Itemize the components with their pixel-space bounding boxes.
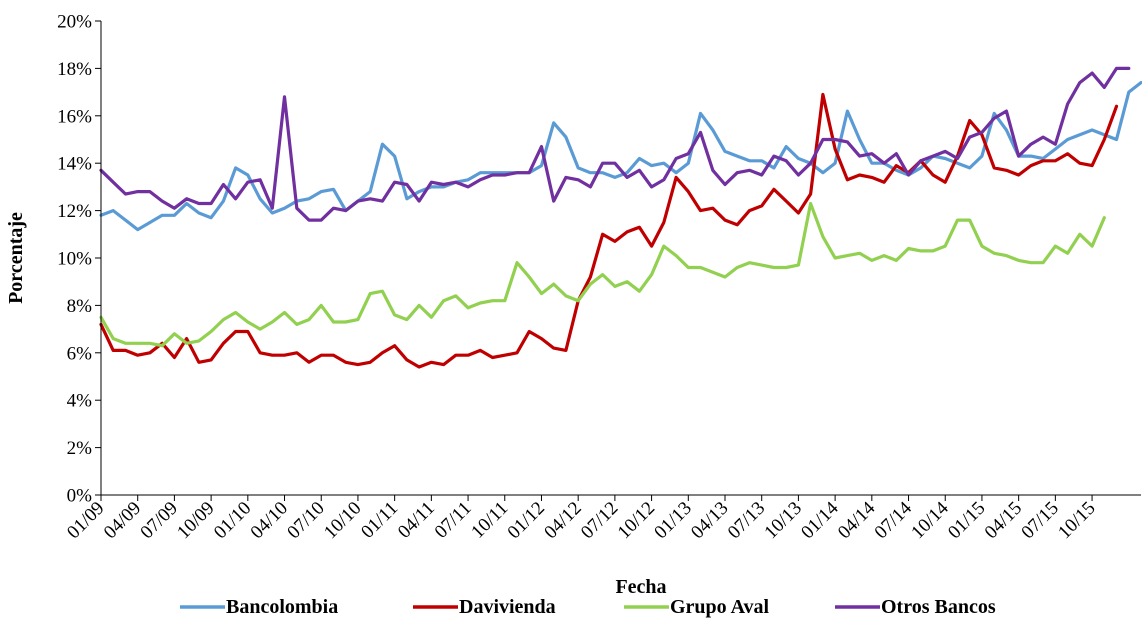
series-line-davivienda	[99, 92, 1119, 369]
x-tick-label: 10/13	[760, 498, 805, 543]
y-tick-label: 16%	[57, 106, 92, 127]
series-layer	[99, 66, 1142, 369]
x-tick-label: 07/13	[724, 498, 769, 543]
legend-label: Grupo Aval	[670, 596, 770, 618]
x-tick-label: 04/13	[687, 498, 732, 543]
x-tick-label: 01/12	[504, 498, 549, 543]
x-tick-label: 07/09	[136, 498, 181, 543]
x-tick-label: 10/12	[614, 498, 659, 543]
y-tick-label: 6%	[67, 343, 93, 364]
x-tick-label: 07/15	[1017, 498, 1062, 543]
x-tick-label: 01/11	[357, 498, 402, 543]
y-tick-label: 0%	[67, 486, 93, 507]
x-axis-title: Fecha	[615, 576, 666, 598]
x-tick-label: 01/14	[797, 497, 843, 543]
x-tick-label: 04/11	[394, 498, 439, 543]
series-line-otros-bancos	[99, 66, 1131, 222]
x-tick-label: 10/10	[320, 498, 365, 543]
series-line-bancolombia	[99, 80, 1142, 232]
legend: Bancolombia Davivienda Grupo Aval Otros Ban…	[180, 596, 996, 618]
x-tick-label: 10/09	[173, 498, 218, 543]
y-tick-label: 14%	[57, 154, 92, 175]
x-tick-label: 01/15	[944, 498, 989, 543]
y-tick-label: 4%	[67, 391, 93, 412]
y-tick-label: 12%	[57, 201, 92, 222]
x-tick-label: 07/12	[577, 498, 622, 543]
x-tick-label: 07/11	[431, 498, 476, 543]
y-tick-label: 10%	[57, 249, 92, 270]
x-tick-label: 07/14	[871, 497, 917, 543]
x-tick-label: 07/10	[283, 498, 328, 543]
x-tick-label: 04/10	[247, 498, 292, 543]
x-tick-label: 01/13	[650, 498, 695, 543]
legend-label: Davivienda	[459, 596, 556, 618]
y-tick-label: 18%	[57, 59, 92, 80]
x-tick-label: 04/14	[834, 497, 880, 543]
x-tick-label: 04/15	[981, 498, 1026, 543]
x-tick-label: 04/09	[100, 498, 145, 543]
y-axis-title: Porcentaje	[5, 212, 27, 304]
y-axis-ticks: 0% 2% 4% 6% 8% 10% 12% 14% 16% 18% 20%	[57, 12, 101, 507]
y-tick-label: 2%	[67, 438, 93, 459]
y-tick-label: 20%	[57, 12, 92, 33]
y-tick-label: 8%	[67, 296, 93, 317]
series-line-grupo-aval	[99, 201, 1106, 348]
x-tick-label: 10/14	[907, 497, 953, 543]
x-tick-label: 10/11	[467, 498, 512, 543]
x-tick-label: 01/10	[210, 498, 255, 543]
x-tick-label: 04/12	[540, 498, 585, 543]
legend-label: Otros Bancos	[881, 596, 996, 618]
legend-label: Bancolombia	[226, 596, 338, 618]
x-axis-ticks: 01/0904/0907/0910/0901/1004/1007/1010/10…	[63, 495, 1100, 543]
x-tick-label: 10/15	[1054, 498, 1099, 543]
